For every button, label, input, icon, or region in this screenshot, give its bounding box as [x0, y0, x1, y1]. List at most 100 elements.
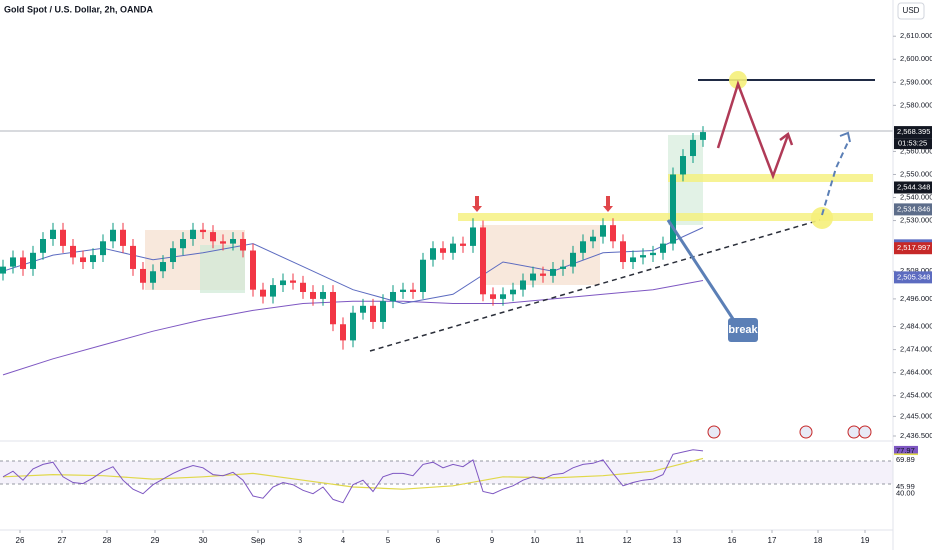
- currency[interactable]: USD: [903, 6, 920, 15]
- candle-body: [610, 225, 616, 242]
- candle-body: [40, 238, 46, 253]
- y-tick-label: 2,464.000: [900, 368, 932, 377]
- price-tag-label: 2,517.997: [897, 243, 930, 252]
- x-tick-label: 28: [103, 536, 112, 545]
- price-tag: [894, 203, 932, 216]
- candle-body: [20, 257, 26, 269]
- y-tick-label: 2,484.000: [900, 322, 932, 331]
- y-tick-label: 2,610.000: [900, 31, 932, 40]
- line-series: [2, 457, 704, 490]
- line-series: [2, 280, 704, 376]
- candle-body: [200, 229, 206, 233]
- candle-body: [150, 271, 156, 283]
- candle-body: [630, 257, 636, 263]
- price-tag-label: 2,505.348: [897, 272, 930, 281]
- candle-body: [340, 324, 346, 341]
- countdown: 01:53:25: [898, 139, 927, 148]
- candle-body: [260, 289, 266, 297]
- candle-body: [90, 255, 96, 263]
- arrow-head: [839, 131, 851, 143]
- x-tick-label: 29: [151, 536, 160, 545]
- break-line: [666, 219, 737, 323]
- candle-body: [590, 236, 596, 242]
- line-series: [2, 449, 704, 504]
- candle-body: [80, 257, 86, 263]
- currency-button[interactable]: [897, 2, 925, 20]
- candle-body: [0, 266, 6, 274]
- candle-body: [700, 132, 706, 140]
- candle-body: [420, 259, 426, 292]
- candle-body: [520, 280, 526, 290]
- rsi-tag: [894, 445, 918, 456]
- x-tick-label: 13: [673, 536, 682, 545]
- candle-body: [250, 250, 256, 290]
- rsi-tag-label: 40.00: [896, 489, 915, 498]
- candle-body: [30, 252, 36, 269]
- candle-body: [280, 280, 286, 286]
- x-tick-label: 10: [531, 536, 540, 545]
- candle-body: [450, 243, 456, 253]
- candle-body: [490, 294, 496, 299]
- y-tick-label: 2,445.000: [900, 411, 932, 420]
- x-tick-label: 9: [490, 536, 495, 545]
- line-series: [2, 227, 704, 305]
- candle-body: [430, 248, 436, 260]
- rsi-tag: [894, 455, 918, 466]
- rsi-tag-label: 45.99: [896, 482, 915, 491]
- series: [0, 126, 706, 376]
- candle-body: [650, 252, 656, 256]
- rsi-tag-label: 69.89: [896, 455, 915, 464]
- break-box: [728, 318, 758, 342]
- candle-body: [380, 301, 386, 322]
- candle-body: [690, 139, 696, 157]
- candle-body: [230, 238, 236, 244]
- candle-body: [500, 294, 506, 299]
- highlight: [729, 71, 747, 89]
- candle-body: [50, 229, 56, 239]
- candle-body: [460, 243, 466, 246]
- y-tick-label: 2,454.000: [900, 391, 932, 400]
- candle-body: [530, 273, 536, 281]
- down-arrow: [472, 196, 482, 212]
- y-tick-label: 2,496.000: [900, 294, 932, 303]
- candle-body: [440, 248, 446, 253]
- candle-body: [210, 232, 216, 242]
- price-tag-label: 2,544.348: [897, 182, 930, 191]
- candle-body: [540, 273, 546, 276]
- candle-body: [400, 289, 406, 292]
- candle-body: [240, 238, 246, 251]
- event-icon[interactable]: [707, 425, 721, 439]
- event-icon[interactable]: [858, 425, 872, 439]
- x-tick-label: 11: [576, 536, 585, 545]
- candle-body: [180, 238, 186, 249]
- candle-body: [10, 257, 16, 267]
- candle-body: [120, 229, 126, 246]
- rsi-band: [0, 461, 893, 484]
- x-tick-label: 12: [623, 536, 632, 545]
- drawings: break: [369, 71, 875, 439]
- candle-body: [480, 227, 486, 295]
- x-tick-label: 18: [814, 536, 823, 545]
- candle-body: [160, 262, 166, 272]
- candle-body: [290, 280, 296, 283]
- y-tick-label: 2,474.000: [900, 345, 932, 354]
- candle-body: [510, 289, 516, 295]
- price-tag-label: 2,568.395: [897, 127, 930, 136]
- event-icon[interactable]: [799, 425, 813, 439]
- y-tick-label: 2,436.500: [900, 431, 932, 440]
- y-tick-label: 2,600.000: [900, 54, 932, 63]
- axes: 2,610.000 2,600.000 2,590.000 2,580.000 2,56…: [16, 31, 932, 545]
- candle-body: [170, 248, 176, 263]
- x-tick-label: 30: [199, 536, 208, 545]
- x-tick-label: 17: [768, 536, 777, 545]
- x-tick-label: 19: [861, 536, 870, 545]
- candle-body: [300, 282, 306, 292]
- candle-body: [660, 243, 666, 253]
- event-icon[interactable]: [847, 425, 861, 439]
- candle-body: [410, 289, 416, 292]
- candle-body: [100, 241, 106, 256]
- price-tag-label: 2,534.846: [897, 204, 930, 213]
- x-tick-label: 26: [16, 536, 25, 545]
- candle-body: [310, 291, 316, 299]
